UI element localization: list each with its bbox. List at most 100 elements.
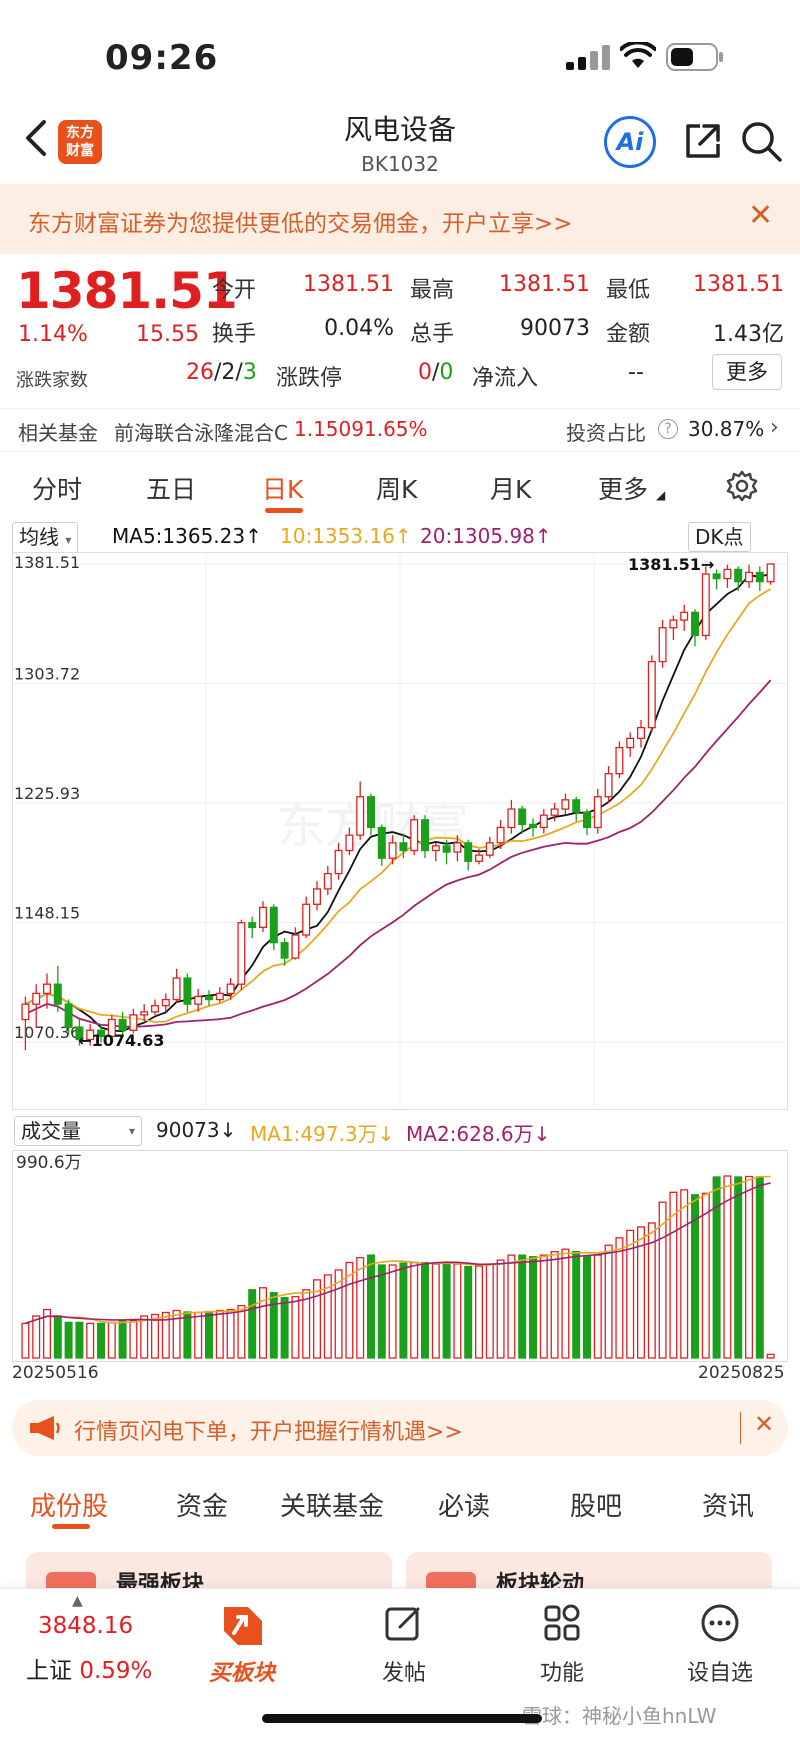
megaphone-icon [30,1416,60,1440]
buy-sector-icon[interactable] [218,1603,268,1649]
candle-body [313,888,321,905]
volume-select-label: 成交量 [21,1119,81,1143]
ai-button[interactable]: Ai [604,116,656,168]
candle-body [421,819,429,852]
candle-body [701,573,710,637]
volume-bar [669,1191,678,1359]
volume-bar [64,1321,73,1359]
volume-bar [107,1321,116,1359]
high-label: 最高 [410,278,455,303]
index-value[interactable]: 3848.16 [38,1613,134,1639]
functions-icon[interactable] [542,1603,582,1643]
sector-code: BK1032 [361,152,439,176]
promo-close-icon[interactable]: ✕ [748,198,774,233]
ma5-line [25,572,771,1033]
index-up-arrow-icon: ▲ [72,1593,83,1609]
subtab-news[interactable]: 资讯 [702,1492,755,1522]
candle-body [431,845,440,852]
subtab-forum[interactable]: 股吧 [570,1492,623,1522]
volume-current: 90073↓ [156,1118,237,1142]
turnover-value: 0.04% [324,316,394,341]
volume-bar [32,1315,41,1359]
watchlist-icon[interactable] [700,1603,740,1643]
help-icon[interactable]: ? [658,419,678,439]
volume-bar [734,1176,743,1359]
low-label: 最低 [606,278,651,303]
volume-bar [151,1313,159,1359]
subtab-constituents[interactable]: 成份股 [30,1492,109,1522]
related-fund-row[interactable]: 相关基金 前海联合泳隆混合C 1.1509 1.65% 投资占比 ? 30.87… [0,408,800,452]
volume-bar [647,1222,656,1359]
subtab-capital[interactable]: 资金 [176,1492,229,1522]
open-label: 今开 [212,278,257,303]
volume-chart[interactable]: 990.6万 [12,1150,788,1362]
more-button[interactable]: 更多 [712,354,782,390]
volume-bar [280,1297,289,1359]
dk-point-button[interactable]: DK点 [688,522,751,552]
chevron-right-icon[interactable]: › [770,415,779,440]
nav-post[interactable]: 发帖 [381,1661,426,1686]
end-date: 20250825 [698,1363,785,1383]
ma-select[interactable]: 均线 ▾ [12,522,79,555]
candle-body [712,573,721,580]
candle-body [129,1014,138,1031]
turnover-label: 换手 [212,322,257,347]
volume-select[interactable]: 成交量 ▾ [14,1116,142,1146]
ma10-line [25,588,772,1023]
volume-bar [485,1263,494,1359]
tab-more[interactable]: 更多 [598,475,649,504]
candle-body [107,1018,116,1038]
nav-functions[interactable]: 功能 [539,1661,584,1686]
ratio-label: 投资占比 [566,421,646,445]
candle-body [496,826,505,844]
settings-icon[interactable] [726,470,758,502]
tab-monthly-k[interactable]: 月K [490,475,532,504]
volume-bar [183,1311,192,1359]
promo-banner[interactable]: 东方财富证券为您提供更低的交易佣金，开户立享>> ✕ [0,184,800,254]
card-icon [46,1572,96,1592]
tab-daily-k[interactable]: 日K [262,475,304,504]
volume-bar [626,1229,635,1359]
volume-bar [356,1256,365,1359]
nav-set-watchlist[interactable]: 设自选 [686,1661,753,1686]
volume-bar [550,1251,559,1359]
amount-value: 1.43亿 [713,322,784,347]
breadth-down: 3 [242,360,257,385]
flash-close-icon[interactable]: ✕ [754,1410,775,1438]
subtab-related-funds[interactable]: 关联基金 [280,1492,385,1522]
volume-ma-lines [25,1175,771,1325]
candle-body [442,845,451,853]
volume-bar [345,1261,354,1359]
tab-intraday[interactable]: 分时 [32,475,83,504]
flash-order-banner[interactable]: 行情页闪电下单，开户把握行情机遇>> ✕ [12,1400,788,1456]
post-icon[interactable] [384,1603,424,1643]
dropdown-caret-icon: ▾ [128,1124,135,1138]
subtab-must-read[interactable]: 必读 [438,1492,491,1522]
tab-weekly-k[interactable]: 周K [376,475,418,504]
fund-name[interactable]: 前海联合泳隆混合C [114,421,288,445]
volume-bar [637,1226,645,1359]
y-tick-label: 1303.72 [14,665,80,684]
share-icon[interactable] [682,120,724,162]
wifi-icon [620,42,656,68]
tab-five-day[interactable]: 五日 [146,475,197,504]
volume-bar [583,1255,591,1359]
promo-text[interactable]: 东方财富证券为您提供更低的交易佣金，开户立享>> [28,211,573,237]
nav-buy-sector[interactable]: 买板块 [208,1661,275,1686]
kline-y-labels: 1381.51 1303.72 1225.93 1148.15 1070.36 [14,553,80,1042]
back-icon[interactable] [22,118,50,158]
y-tick-label: 1070.36 [14,1023,80,1042]
card-strongest-sector[interactable]: 最强板块 [26,1552,392,1592]
candle-body [205,995,213,1001]
ma-select-label: 均线 [19,525,59,549]
kline-ma-lines [25,572,772,1033]
flash-banner-text[interactable]: 行情页闪电下单，开户把握行情机遇>> [74,1420,463,1445]
ma-legend-row: 均线 ▾ MA5:1365.23↑ 10:1353.16↑ 20:1305.98… [0,520,800,555]
index-name[interactable]: 上证 0.59% [26,1658,153,1684]
divider [740,1412,741,1444]
kline-chart[interactable]: 东方财富 1381.511303.721225.931148.151070.36… [12,552,788,1110]
volume-bar [701,1192,710,1359]
search-icon[interactable] [740,120,784,164]
volume-bar [21,1322,30,1359]
card-sector-rotation[interactable]: 板块轮动 [406,1552,772,1592]
